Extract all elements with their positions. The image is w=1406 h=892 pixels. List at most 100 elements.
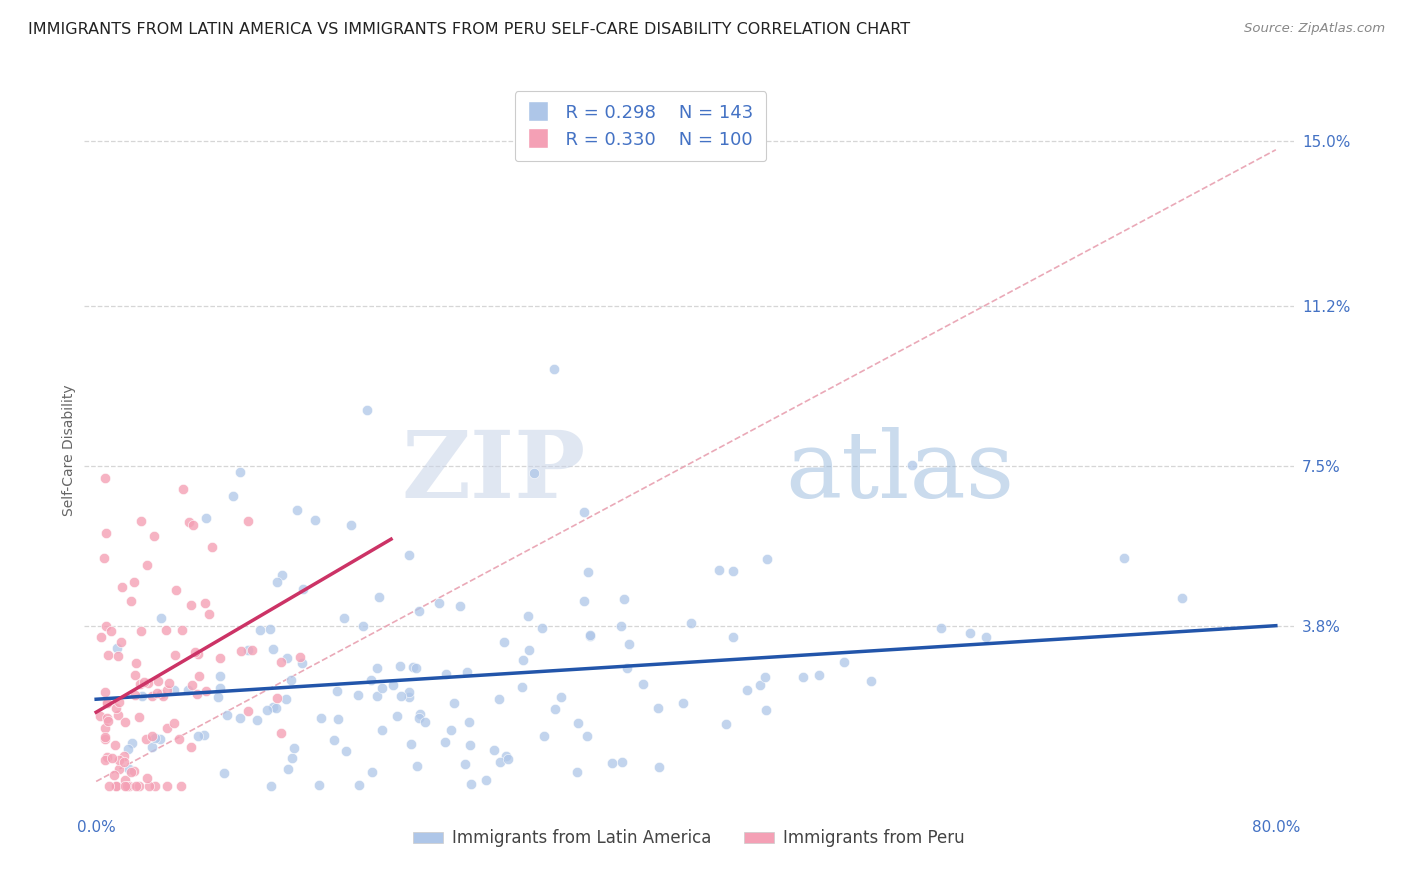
Point [531,622,554,636]
Point [737,683,759,698]
Point [495,749,517,764]
Point [107,708,129,723]
Point [672,696,695,710]
Point [129,624,152,638]
Point [94,685,117,699]
Point [117,742,139,756]
Point [141,690,163,704]
Point [808,667,831,681]
Point [613,592,636,607]
Point [385,708,408,723]
Point [616,661,638,675]
Point [360,673,382,688]
Point [94,471,117,485]
Point [260,779,283,793]
Point [434,667,457,681]
Point [136,771,159,785]
Point [180,598,202,612]
Point [101,751,124,765]
Point [124,688,146,702]
Point [398,690,420,705]
Point [1171,591,1194,605]
Point [489,755,512,769]
Point [129,514,152,528]
Point [574,594,596,608]
Text: IMMIGRANTS FROM LATIN AMERICA VS IMMIGRANTS FROM PERU SELF-CARE DISABILITY CORRE: IMMIGRANTS FROM LATIN AMERICA VS IMMIGRA… [28,22,910,37]
Point [110,634,132,648]
Point [198,607,221,621]
Point [361,764,384,779]
Point [96,710,118,724]
Point [409,706,432,721]
Point [188,669,211,683]
Point [104,739,127,753]
Point [186,687,208,701]
Point [517,643,540,657]
Point [929,621,952,635]
Point [96,648,118,663]
Point [228,711,250,725]
Point [579,629,602,643]
Point [194,596,217,610]
Point [141,730,163,744]
Point [184,645,207,659]
Point [434,735,457,749]
Point [96,525,118,540]
Point [576,566,599,580]
Point [523,466,546,480]
Point [366,689,388,703]
Point [145,779,167,793]
Point [406,759,429,773]
Point [1112,550,1135,565]
Point [748,678,770,692]
Point [309,710,332,724]
Point [236,514,259,528]
Point [755,703,778,717]
Point [304,513,326,527]
Point [209,650,232,665]
Point [149,686,172,700]
Point [494,635,516,649]
Point [266,690,288,705]
Point [579,628,602,642]
Point [610,619,633,633]
Point [107,753,129,767]
Point [550,690,572,705]
Point [157,676,180,690]
Point [408,604,430,618]
Point [122,764,145,779]
Point [97,714,120,729]
Point [156,779,179,793]
Point [533,729,555,743]
Point [105,779,128,793]
Point [187,729,209,743]
Point [402,659,425,673]
Point [263,642,285,657]
Point [647,760,669,774]
Point [152,690,174,704]
Point [94,721,117,735]
Point [120,593,142,607]
Point [512,653,534,667]
Point [270,568,292,582]
Point [262,699,284,714]
Point [543,362,565,376]
Point [165,583,187,598]
Point [121,736,143,750]
Point [246,713,269,727]
Point [180,740,202,755]
Point [212,766,235,780]
Point [600,756,623,770]
Point [427,596,450,610]
Point [488,691,510,706]
Point [832,655,855,669]
Point [114,748,136,763]
Point [259,622,281,636]
Point [115,779,138,793]
Point [150,611,173,625]
Point [146,674,169,689]
Point [290,649,312,664]
Text: ZIP: ZIP [402,427,586,517]
Point [146,686,169,700]
Point [96,750,118,764]
